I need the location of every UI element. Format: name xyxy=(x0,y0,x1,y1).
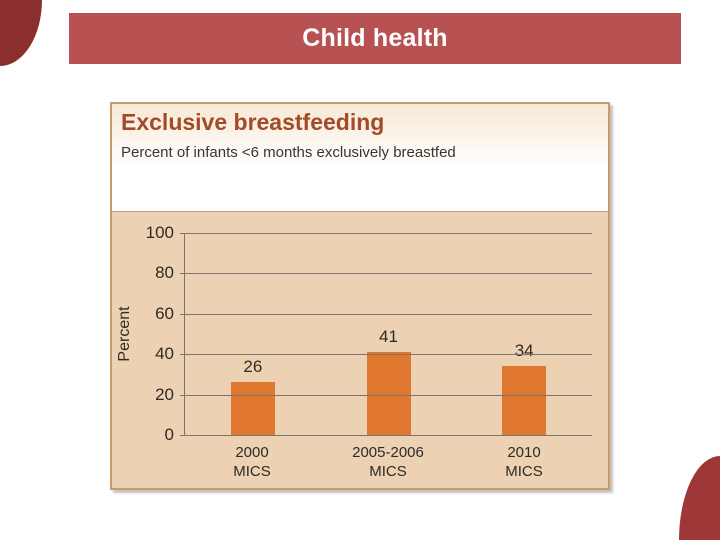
bar xyxy=(366,352,411,435)
bar-value-label: 34 xyxy=(514,341,534,361)
gridline-60 xyxy=(185,313,592,315)
plot-area: 26 41 34 xyxy=(180,233,592,436)
y-tick-label-40: 40 xyxy=(155,344,174,364)
bar-group: 34 xyxy=(456,233,592,435)
chart-panel: Exclusive breastfeeding Percent of infan… xyxy=(110,102,610,490)
y-tickmark-20 xyxy=(180,394,185,396)
bar-group: 26 xyxy=(185,233,321,435)
x-axis-label-line: MICS xyxy=(505,463,543,480)
gridline-80 xyxy=(185,273,592,275)
x-axis-label-line: 2005-2006 xyxy=(352,444,424,461)
y-tick-label-100: 100 xyxy=(145,223,174,242)
y-tickmark-80 xyxy=(180,273,185,275)
corner-decoration-bottom-right xyxy=(679,456,720,540)
y-tickmark-0 xyxy=(180,435,185,436)
gridline-0 xyxy=(185,435,592,436)
chart-subtitle: Percent of infants <6 months exclusively… xyxy=(121,144,456,161)
y-tickmark-40 xyxy=(180,354,185,356)
x-axis-label: 2010 MICS xyxy=(456,443,592,481)
x-axis-label-line: MICS xyxy=(233,463,271,480)
chart-body: Percent 0 20 40 60 80 100 26 41 34 2000 MICS 2005… xyxy=(112,212,608,488)
y-tickmark-60 xyxy=(180,313,185,315)
x-axis-label-line: 2010 xyxy=(507,444,541,461)
y-tick-label-80: 80 xyxy=(155,263,174,283)
corner-decoration-top-left xyxy=(0,0,42,66)
bars-row: 26 41 34 xyxy=(185,233,592,435)
bar-value-label: 41 xyxy=(379,327,398,347)
slide-title-bar: Child health xyxy=(69,13,681,64)
y-tick-label-0: 0 xyxy=(164,425,174,444)
x-axis-label: 2000 MICS xyxy=(184,443,320,481)
y-tick-label-20: 20 xyxy=(155,384,174,404)
bar xyxy=(230,382,275,435)
chart-title: Exclusive breastfeeding xyxy=(121,109,385,135)
x-axis-label: 2005-2006 MICS xyxy=(320,443,456,481)
x-axis-labels: 2000 MICS 2005-2006 MICS 2010 MICS xyxy=(184,443,592,481)
gridline-20 xyxy=(185,394,592,396)
bar xyxy=(502,366,547,435)
x-axis-label-line: MICS xyxy=(369,463,407,480)
slide-title: Child health xyxy=(302,24,448,52)
x-axis-label-line: 2000 xyxy=(235,444,269,461)
bar-group: 41 xyxy=(321,233,457,435)
y-tickmark-100 xyxy=(180,233,185,234)
y-axis-tick-labels: 0 20 40 60 80 100 xyxy=(112,223,184,444)
bar-value-label: 26 xyxy=(243,357,263,377)
gridline-100 xyxy=(185,233,592,234)
y-tick-label-60: 60 xyxy=(155,303,174,323)
chart-header: Exclusive breastfeeding Percent of infan… xyxy=(112,104,608,212)
gridline-40 xyxy=(185,354,592,356)
